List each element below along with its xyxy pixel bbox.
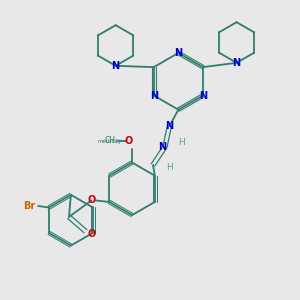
Text: H: H <box>166 164 173 172</box>
Text: N: N <box>150 91 158 100</box>
Text: Br: Br <box>23 201 35 211</box>
Text: N: N <box>165 121 173 131</box>
Text: O: O <box>87 229 95 238</box>
Text: O: O <box>87 196 95 206</box>
Text: methoxy: methoxy <box>98 139 122 143</box>
Text: N: N <box>232 58 241 68</box>
Text: N: N <box>174 48 182 58</box>
Text: H: H <box>178 138 185 147</box>
Text: N: N <box>112 61 120 71</box>
Text: O: O <box>125 136 133 146</box>
Text: CH₃: CH₃ <box>104 136 118 145</box>
Text: N: N <box>199 91 207 100</box>
Text: N: N <box>158 142 166 152</box>
